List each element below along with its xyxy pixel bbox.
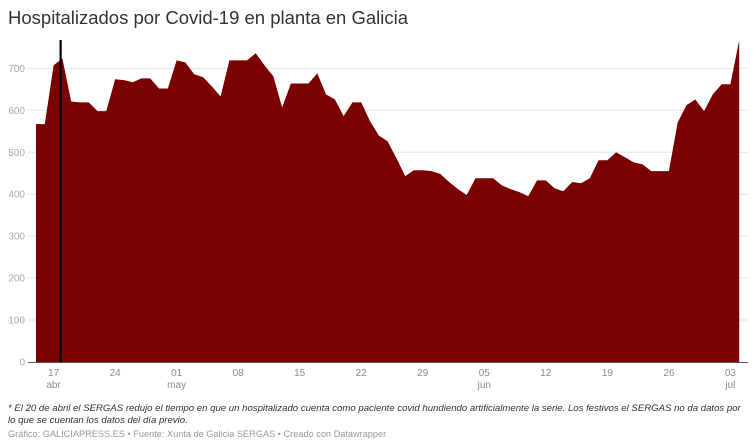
x-tick-label: 17 xyxy=(48,368,60,379)
x-tick-label: 26 xyxy=(663,368,675,379)
x-tick-month-label: abr xyxy=(46,380,61,391)
x-tick-label: 01 xyxy=(171,368,183,379)
y-tick-label: 100 xyxy=(8,316,25,327)
y-tick-label: 600 xyxy=(8,106,25,117)
x-tick-label: 24 xyxy=(110,368,122,379)
chart-title: Hospitalizados por Covid-19 en planta en… xyxy=(8,7,409,28)
footnote: * El 20 de abril el SERGAS redujo el tie… xyxy=(8,403,741,426)
y-tick-label: 300 xyxy=(8,232,25,243)
area-series xyxy=(36,40,740,363)
y-tick-label: 0 xyxy=(19,358,25,369)
x-tick-label: 15 xyxy=(294,368,306,379)
x-tick-label: 08 xyxy=(233,368,245,379)
x-tick-label: 22 xyxy=(356,368,368,379)
x-tick-month-label: may xyxy=(167,380,186,391)
y-tick-label: 500 xyxy=(8,148,25,159)
x-tick-label: 29 xyxy=(417,368,429,379)
y-tick-label: 200 xyxy=(8,274,25,285)
y-tick-label: 400 xyxy=(8,190,25,201)
x-tick-month-label: jul xyxy=(724,380,735,391)
x-tick-label: 03 xyxy=(725,368,737,379)
x-tick-label: 19 xyxy=(602,368,614,379)
credits: Gráfico: GALICIAPRESS.ES • Fuente: Xunta… xyxy=(8,429,387,439)
y-tick-label: 700 xyxy=(8,64,25,75)
y-axis-labels: 0 100 200 300 400 500 600 700 xyxy=(8,64,25,369)
x-tick-month-label: jun xyxy=(477,380,491,391)
x-tick-label: 05 xyxy=(479,368,491,379)
x-tick-label: 12 xyxy=(540,368,552,379)
